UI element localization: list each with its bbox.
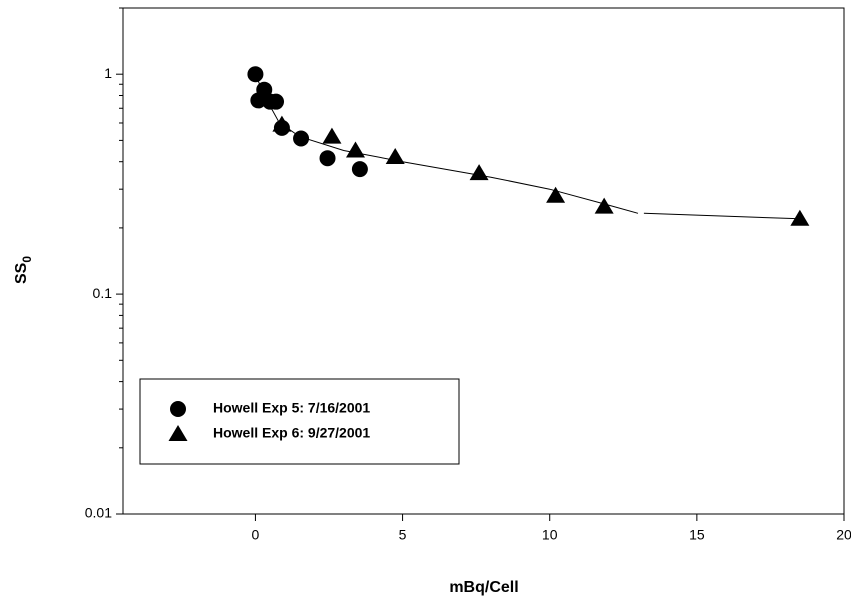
- legend-label: Howell Exp 6: 9/27/2001: [213, 425, 370, 441]
- legend-box: [139, 378, 460, 465]
- x-tick-label: 10: [542, 527, 558, 543]
- data-point: [268, 93, 285, 110]
- legend-label: Howell Exp 5: 7/16/2001: [213, 400, 370, 416]
- y-axis-label: SS0: [13, 256, 34, 284]
- x-tick-label: 15: [689, 527, 705, 543]
- x-tick-label: 5: [399, 527, 407, 543]
- data-point: [351, 161, 368, 178]
- data-point: [293, 130, 310, 147]
- data-point: [247, 66, 264, 83]
- data-point: [594, 197, 614, 214]
- y-tick-label: 1: [104, 65, 112, 81]
- data-point: [345, 141, 365, 158]
- data-point: [546, 186, 566, 203]
- data-point: [272, 115, 292, 132]
- fit-line: [254, 74, 800, 220]
- data-point: [322, 127, 342, 144]
- x-tick-label: 20: [836, 527, 851, 543]
- x-tick-label: 0: [252, 527, 260, 543]
- x-axis-label: mBq/Cell: [449, 579, 518, 596]
- data-point: [469, 164, 489, 181]
- y-axis-label-sub: 0: [20, 256, 34, 263]
- y-axis-label-main: SS: [13, 262, 30, 284]
- data-point: [385, 148, 405, 165]
- plot-frame: [122, 7, 845, 515]
- y-tick-label: 0.1: [93, 285, 113, 301]
- data-point: [256, 81, 273, 98]
- data-point: [319, 150, 336, 167]
- legend-marker: [168, 425, 188, 441]
- legend-marker: [170, 401, 186, 417]
- data-point: [790, 209, 810, 226]
- y-tick-label: 0.01: [85, 505, 112, 521]
